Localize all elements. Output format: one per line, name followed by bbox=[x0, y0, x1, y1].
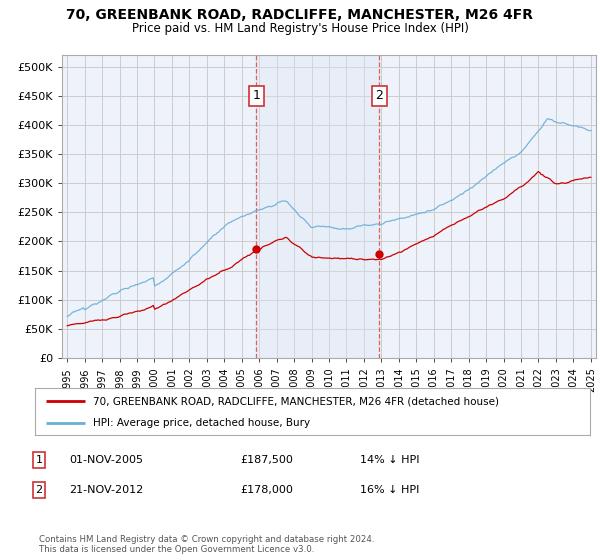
Bar bbox=[256, 55, 379, 358]
Text: 2: 2 bbox=[376, 89, 383, 102]
Text: £187,500: £187,500 bbox=[240, 455, 293, 465]
Text: 70, GREENBANK ROAD, RADCLIFFE, MANCHESTER, M26 4FR (detached house): 70, GREENBANK ROAD, RADCLIFFE, MANCHESTE… bbox=[93, 396, 499, 406]
Text: 2: 2 bbox=[35, 485, 43, 495]
Text: 1: 1 bbox=[252, 89, 260, 102]
Text: 21-NOV-2012: 21-NOV-2012 bbox=[69, 485, 143, 495]
Text: £178,000: £178,000 bbox=[240, 485, 293, 495]
Text: 70, GREENBANK ROAD, RADCLIFFE, MANCHESTER, M26 4FR: 70, GREENBANK ROAD, RADCLIFFE, MANCHESTE… bbox=[67, 8, 533, 22]
Text: 1: 1 bbox=[35, 455, 43, 465]
Text: 16% ↓ HPI: 16% ↓ HPI bbox=[360, 485, 419, 495]
Text: HPI: Average price, detached house, Bury: HPI: Average price, detached house, Bury bbox=[93, 418, 310, 428]
Text: Price paid vs. HM Land Registry's House Price Index (HPI): Price paid vs. HM Land Registry's House … bbox=[131, 22, 469, 35]
Text: 01-NOV-2005: 01-NOV-2005 bbox=[69, 455, 143, 465]
Text: Contains HM Land Registry data © Crown copyright and database right 2024.
This d: Contains HM Land Registry data © Crown c… bbox=[39, 535, 374, 554]
Text: 14% ↓ HPI: 14% ↓ HPI bbox=[360, 455, 419, 465]
